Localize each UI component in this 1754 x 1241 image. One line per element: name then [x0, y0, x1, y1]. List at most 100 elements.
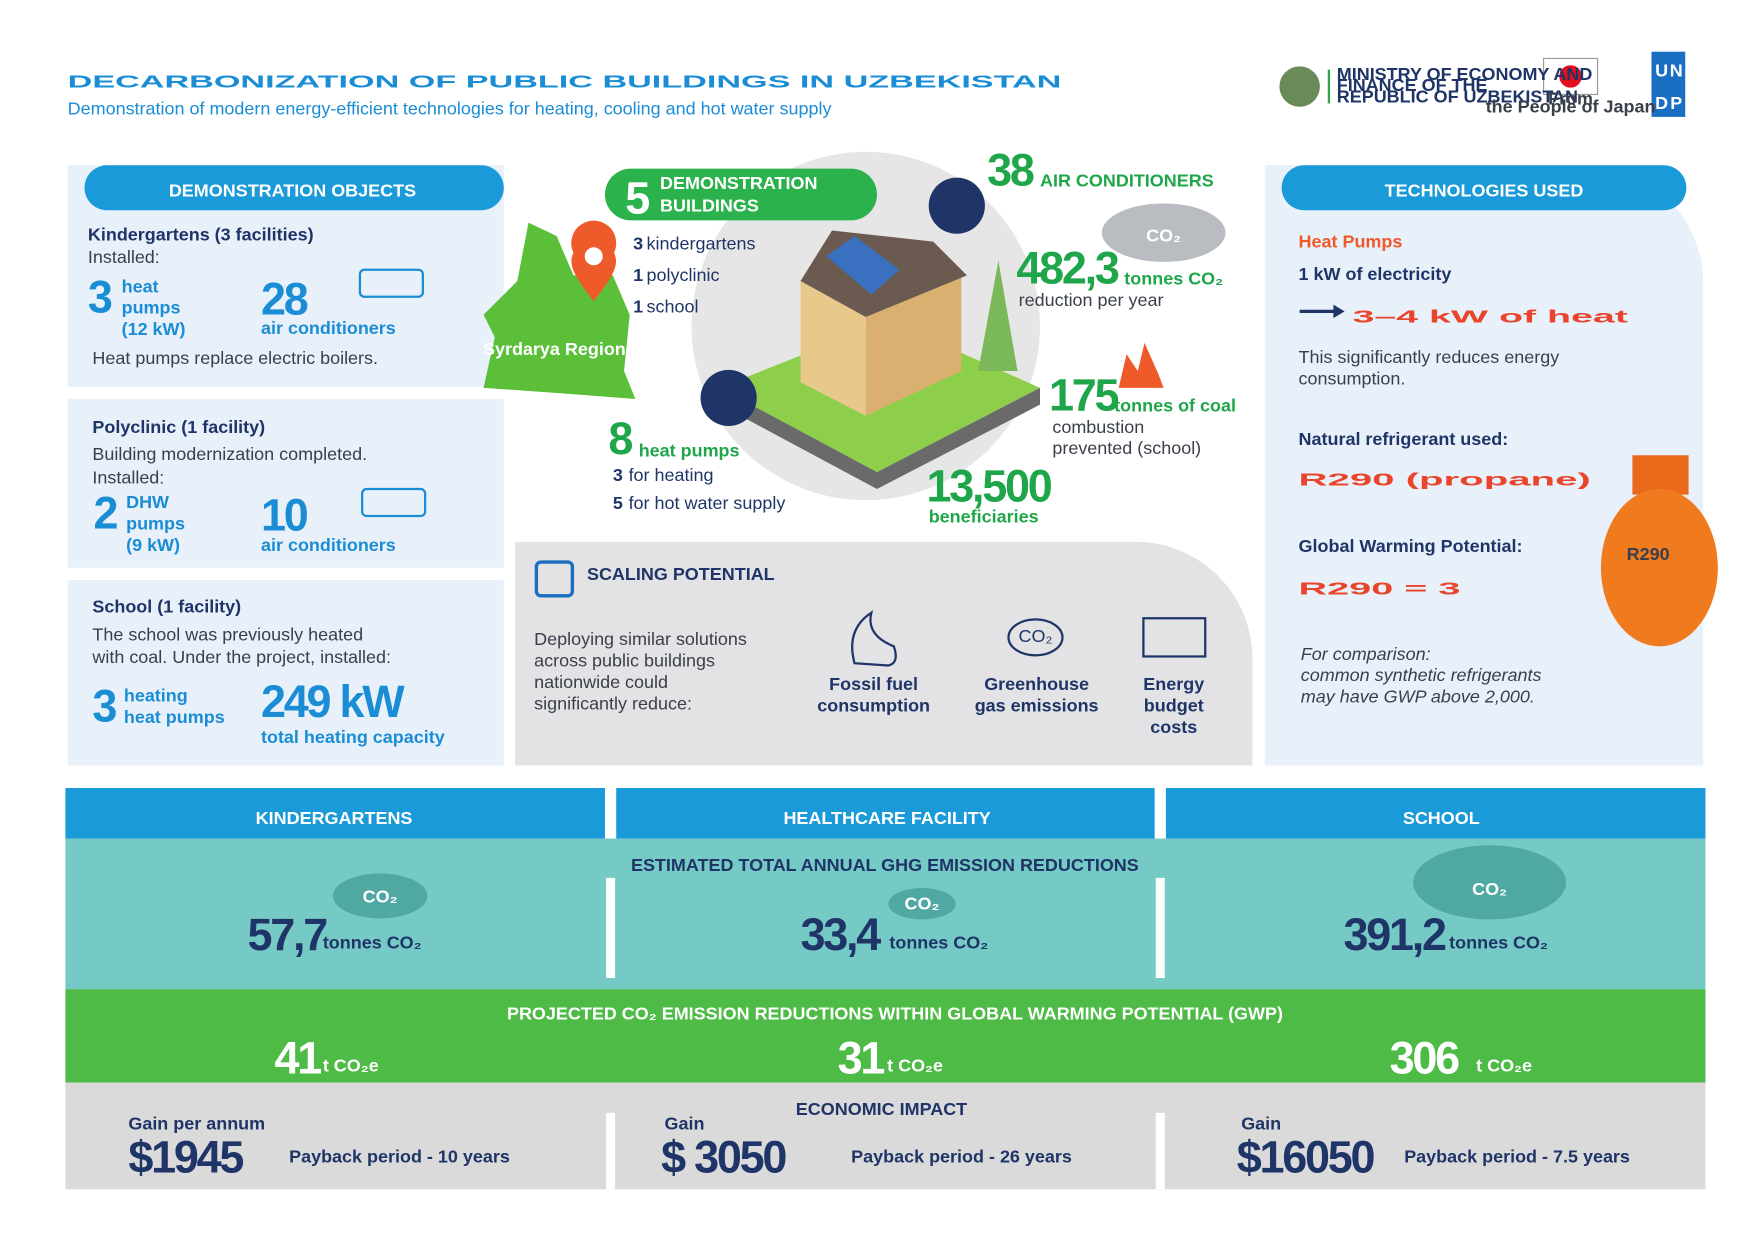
scaling-icon [534, 560, 575, 598]
tech-panel [1264, 165, 1704, 766]
text: Syrdarya Region [483, 339, 626, 359]
text: Gain [665, 1114, 705, 1134]
text: Installed: [88, 247, 160, 267]
text: for hot water supply [629, 493, 786, 513]
text: 2 [94, 487, 118, 538]
text: t CO₂e [887, 1055, 943, 1075]
text: $1945 [128, 1131, 243, 1182]
text: school [647, 296, 699, 316]
text: heat [122, 276, 159, 296]
text: 1 kW of electricity [1299, 264, 1452, 284]
text: (12 kW) [122, 319, 186, 339]
text: R290 (propane) [1299, 470, 1591, 490]
text: 175 [1049, 369, 1119, 420]
text: polyclinic [647, 265, 720, 285]
text: From [1548, 89, 1593, 109]
text: 5 [625, 173, 649, 224]
text: 249 kW [261, 676, 405, 727]
text: consumption. [1299, 368, 1406, 388]
gas-cylinder [1600, 488, 1718, 647]
text: 10 [261, 490, 308, 541]
text: t CO₂e [323, 1055, 379, 1075]
text: Payback period - 26 years [851, 1146, 1072, 1166]
column-header [616, 787, 1155, 839]
text: FINANCE OF THE [1337, 75, 1488, 95]
scaling-panel [515, 541, 1253, 766]
text: SCALING POTENTIAL [587, 564, 775, 584]
text: 3 [92, 681, 116, 732]
text: 1 [633, 296, 643, 316]
text: CO₂ [363, 887, 398, 907]
text: Heat pumps replace electric boilers. [92, 348, 378, 368]
text: 3–4 kW of heat [1352, 307, 1627, 327]
text: P [1670, 93, 1682, 113]
text: 391,2 [1343, 909, 1445, 960]
ac-icons [358, 268, 427, 518]
text: R290 [1627, 544, 1670, 564]
text: significantly reduce: [534, 693, 692, 713]
text: air conditioners [261, 535, 396, 555]
text: SCHOOL [1403, 808, 1480, 828]
text: ECONOMIC IMPACT [796, 1099, 967, 1119]
emblem [1279, 66, 1320, 107]
text: CO₂ [1472, 879, 1507, 899]
text: heat pumps [639, 440, 740, 460]
text: gas emissions [975, 696, 1099, 716]
text: AIR CONDITIONERS [1040, 171, 1214, 191]
text: Natural refrigerant used: [1299, 429, 1509, 449]
text: Global Warming Potential: [1299, 536, 1523, 556]
pin-dot [584, 247, 603, 266]
text: tonnes CO₂ [1449, 933, 1548, 953]
text: with coal. Under the project, installed: [91, 647, 391, 667]
economic-band [65, 1082, 1706, 1190]
fire-icon [1118, 342, 1164, 388]
text: Greenhouse [984, 674, 1089, 694]
text: tonnes CO₂ [323, 933, 422, 953]
text: CO₂ [904, 893, 939, 913]
region-map [483, 222, 636, 400]
text: PROJECTED CO₂ EMISSION REDUCTIONS WITHIN… [507, 1004, 1283, 1024]
text: $ 3050 [661, 1131, 786, 1182]
text: 306 [1390, 1033, 1460, 1084]
text: t CO₂e [1476, 1055, 1532, 1075]
text: 3 [88, 271, 112, 322]
text: N [1670, 60, 1683, 80]
hp-icon [700, 369, 757, 427]
text: U [1655, 60, 1668, 80]
text: Deploying similar solutions [534, 629, 747, 649]
text: costs [1150, 717, 1197, 737]
column-header [1165, 787, 1706, 839]
text: tonnes CO₂ [889, 933, 988, 953]
text: consumption [817, 696, 930, 716]
text: Payback period - 7.5 years [1404, 1146, 1630, 1166]
text: may have GWP above 2,000. [1301, 687, 1535, 707]
co2-cloud [1101, 203, 1226, 262]
text: budget [1144, 696, 1204, 716]
text: Installed: [92, 467, 164, 487]
text: For comparison: [1301, 644, 1431, 664]
text: HEALTHCARE FACILITY [783, 808, 990, 828]
ground-edge [719, 387, 1040, 489]
text: nationwide could [534, 672, 668, 692]
text: KINDERGARTENS [256, 808, 413, 828]
text: R290 = 3 [1299, 579, 1461, 599]
text: heating [124, 685, 188, 705]
text: 38 [987, 144, 1034, 195]
text: 3 [613, 465, 623, 485]
text: CO₂ [1019, 626, 1053, 646]
text: Gain per annum [128, 1114, 265, 1134]
undp-logo [1651, 51, 1686, 117]
text: Fossil fuel [829, 674, 918, 694]
text: combustion [1052, 417, 1144, 437]
text: Energy [1143, 674, 1204, 694]
text: heat pumps [124, 707, 225, 727]
text: Polyclinic (1 facility) [92, 417, 265, 437]
column-header [65, 787, 605, 839]
text: 5 [613, 493, 623, 513]
text: BUILDINGS [660, 195, 759, 215]
text: air conditioners [261, 318, 396, 338]
house-side [800, 281, 866, 416]
text: REPUBLIC OF UZBEKISTAN [1337, 86, 1578, 106]
text: MINISTRY OF ECONOMY AND [1337, 64, 1593, 84]
text: pumps [122, 298, 181, 318]
